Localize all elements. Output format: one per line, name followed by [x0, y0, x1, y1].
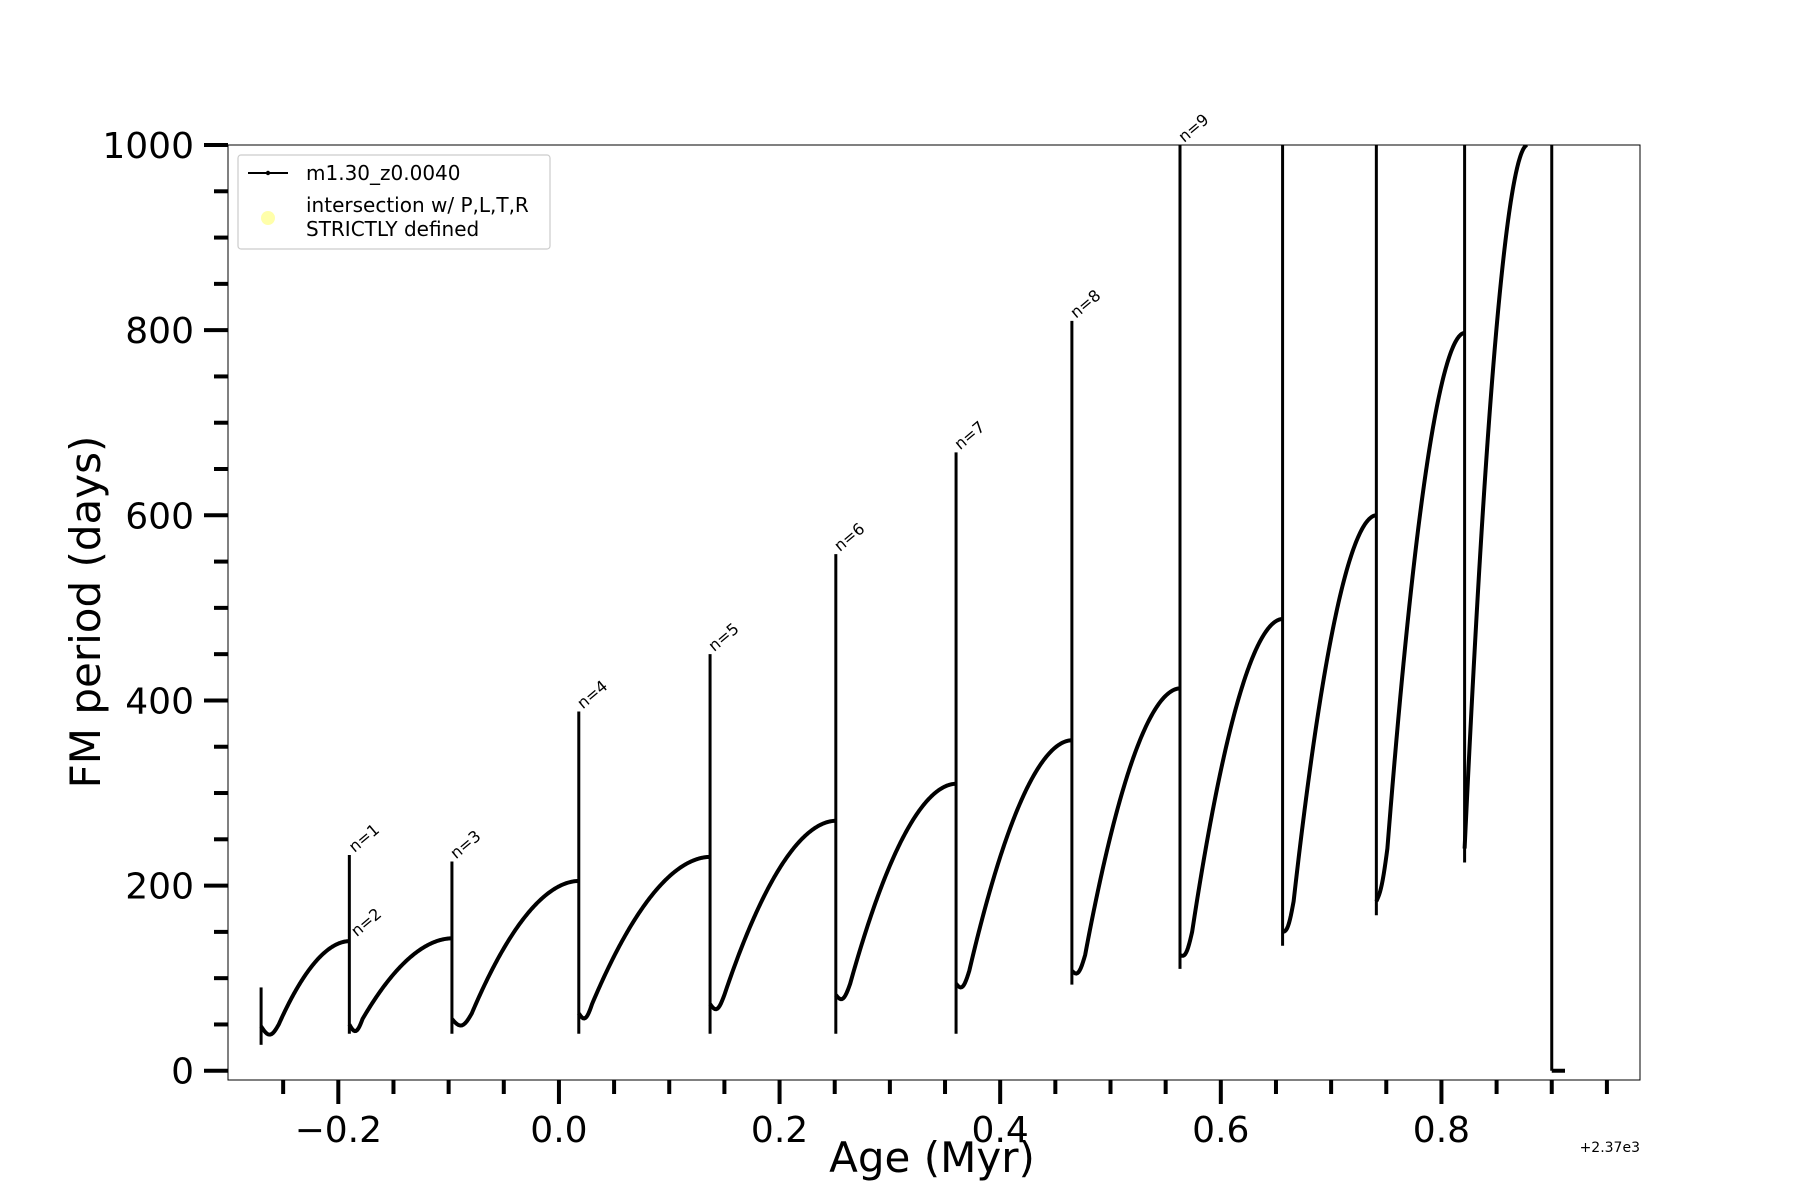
annotation-label: n=5	[705, 619, 743, 655]
y-tick-label: 800	[125, 311, 194, 352]
legend-label-intersection-line2: STRICTLY defined	[306, 217, 479, 241]
legend-circle-marker	[261, 211, 275, 225]
annotation-label: n=3	[446, 826, 484, 862]
legend: m1.30_z0.0040 intersection w/ P,L,T,R ST…	[237, 154, 551, 250]
x-axis-ticks: −0.2 0.0 0.2 0.4 0.6 0.8	[281, 1080, 1609, 1151]
y-axis-ticks: 0 200 400 600 800 1000	[102, 126, 228, 1093]
x-axis-label: Age (Myr)	[829, 1133, 1035, 1182]
series-cycle-3	[450, 878, 579, 1028]
legend-label-intersection-line1: intersection w/ P,L,T,R	[306, 193, 529, 217]
series-cycle-5	[708, 818, 836, 1012]
series-cycle-9	[1179, 616, 1283, 958]
series-cycle-6	[834, 781, 957, 1002]
x-tick-label: 0.8	[1413, 1110, 1470, 1151]
annotation-label: n=7	[951, 417, 989, 453]
series-cycle-12	[1462, 145, 1528, 849]
x-tick-label: 0.4	[972, 1110, 1029, 1151]
series-cycle-8	[1070, 686, 1181, 976]
legend-label-series: m1.30_z0.0040	[306, 161, 461, 185]
x-offset-label: +2.37e3	[1580, 1140, 1640, 1156]
x-tick-label: 0.0	[530, 1110, 587, 1151]
series-cycle-2	[347, 936, 452, 1034]
annotation-label: n=8	[1066, 286, 1104, 322]
series-cycle-7	[954, 738, 1072, 990]
y-tick-label: 200	[125, 867, 194, 908]
series-cycle-11	[1374, 330, 1465, 903]
series-cycle-10	[1282, 513, 1377, 934]
plot-frame	[227, 144, 1641, 1081]
annotation-label: n=9	[1174, 110, 1212, 146]
x-tick-label: −0.2	[295, 1110, 382, 1151]
x-tick-label: 0.6	[1192, 1110, 1249, 1151]
annotation-label: n=6	[830, 519, 868, 555]
annotation-label: n=1	[345, 820, 383, 856]
series-cycle-1	[259, 939, 350, 1037]
annotation-label: n=2	[347, 904, 385, 940]
y-tick-label: 400	[125, 681, 194, 722]
series-layer	[259, 145, 1565, 1073]
legend-box	[237, 154, 551, 250]
y-tick-label: 0	[171, 1052, 194, 1093]
x-tick-label: 0.2	[751, 1110, 808, 1151]
legend-dot-marker	[265, 170, 271, 176]
y-tick-label: 600	[125, 496, 194, 537]
y-tick-label: 1000	[102, 126, 194, 167]
annotation-label: n=4	[573, 676, 611, 712]
y-axis-label: FM period (days)	[61, 436, 110, 789]
series-cycle-4	[577, 854, 711, 1021]
